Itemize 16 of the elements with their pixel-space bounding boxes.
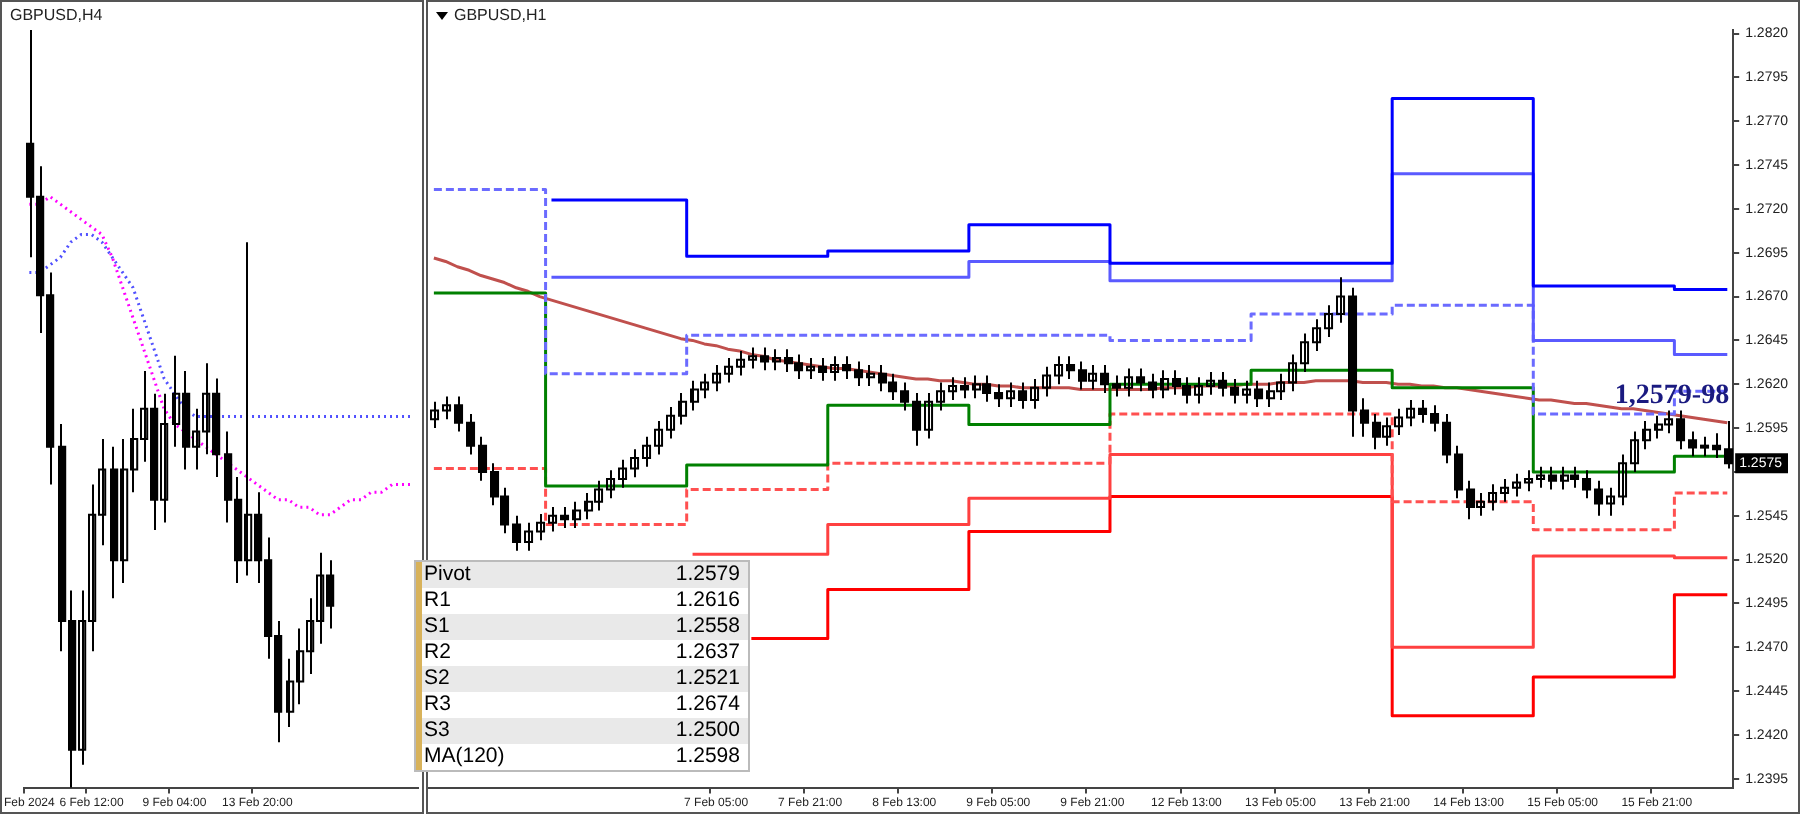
annotation: 1.2674 [673,692,742,718]
annotation: MA(120) [415,744,598,771]
annotation: 1.2637 [673,640,742,666]
annotation: S2 [415,666,598,692]
annotation: S3 [415,718,598,744]
chart-title: GBPUSD,H4 [10,6,103,24]
annotation: S1 [415,614,598,640]
annotation: 1,2579-98 [1614,381,1730,412]
annotation: R1 [415,588,598,614]
annotation: 1.2616 [673,588,742,614]
chart-title: GBPUSD,H1 [454,6,547,24]
annotation: Pivot [415,561,598,588]
annotation: R3 [415,692,598,718]
annotation: 1.2598 [673,744,742,771]
annotation: 1.2500 [673,718,742,744]
annotation: R2 [415,640,598,666]
